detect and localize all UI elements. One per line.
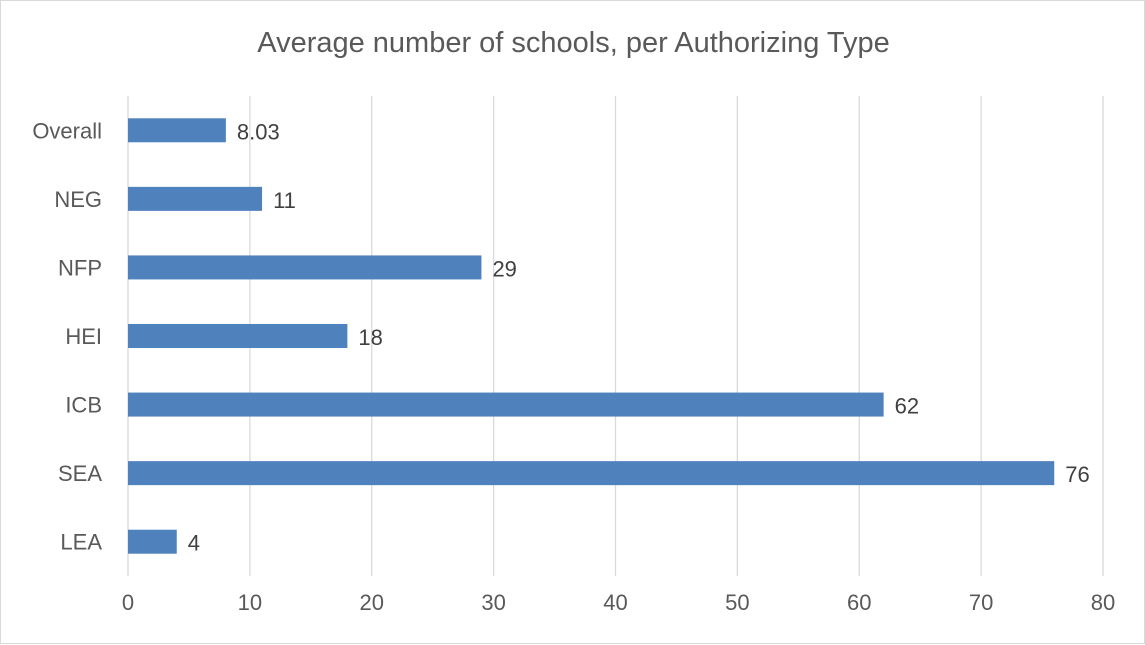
bar	[128, 461, 1055, 486]
data-label: 62	[895, 394, 919, 419]
chart-title: Average number of schools, per Authorizi…	[257, 27, 890, 59]
data-label: 4	[188, 531, 200, 556]
bar	[128, 186, 263, 211]
data-label: 18	[358, 325, 382, 350]
category-label: LEA	[60, 530, 102, 555]
category-label: NFP	[58, 255, 102, 280]
y-axis-category-labels: Overall NEG NFP HEI ICB SEA LEA	[32, 118, 102, 554]
x-tick-label: 70	[969, 590, 993, 615]
data-labels: 8.03 11 29 18 62 76 4	[188, 119, 1090, 555]
x-tick-label: 10	[238, 590, 262, 615]
data-label: 11	[273, 188, 296, 213]
category-label: NEG	[54, 187, 102, 212]
data-label: 29	[492, 256, 516, 281]
category-label: ICB	[65, 393, 102, 418]
category-label: HEI	[65, 324, 102, 349]
x-tick-label: 40	[603, 590, 627, 615]
x-tick-label: 30	[481, 590, 505, 615]
bar	[128, 255, 482, 280]
x-axis-tick-labels: 0 10 20 30 40 50 60 70 80	[122, 590, 1115, 615]
x-tick-label: 60	[847, 590, 871, 615]
bar	[128, 392, 884, 417]
x-tick-label: 50	[725, 590, 749, 615]
x-tick-label: 20	[360, 590, 384, 615]
category-label: Overall	[32, 118, 102, 143]
data-label: 76	[1065, 462, 1089, 487]
data-label: 8.03	[237, 119, 280, 144]
bar	[128, 324, 348, 348]
category-label: SEA	[58, 461, 102, 486]
bar	[128, 118, 226, 143]
x-tick-label: 0	[122, 590, 134, 615]
bars	[128, 118, 1055, 554]
x-tick-label: 80	[1091, 590, 1115, 615]
bar	[128, 529, 177, 554]
